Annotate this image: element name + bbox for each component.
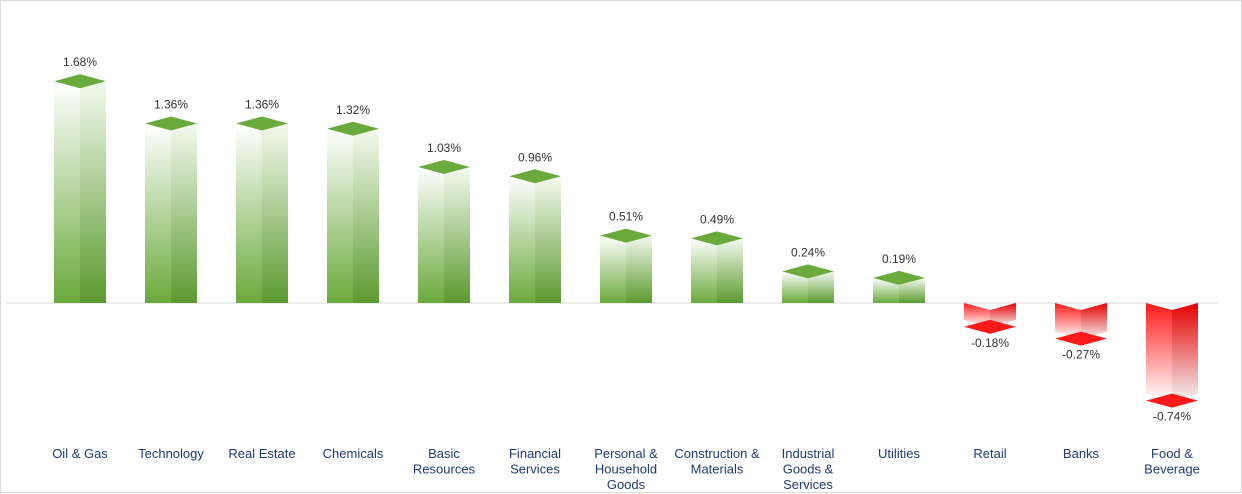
bar-4	[327, 121, 379, 303]
value-label: 0.19%	[882, 252, 916, 266]
value-label: 1.36%	[154, 97, 188, 111]
bar-9	[782, 264, 834, 303]
bar-face-left	[236, 123, 262, 303]
bar-8	[691, 231, 743, 303]
bar-face-left	[327, 128, 353, 303]
category-label: Retail	[973, 446, 1006, 461]
value-label: -0.27%	[1062, 348, 1100, 362]
category-label: Food & Beverage	[1144, 446, 1200, 477]
bar-cap	[600, 228, 652, 243]
bar-11	[964, 303, 1016, 334]
bar-12	[1055, 303, 1107, 346]
value-label: 0.24%	[791, 245, 825, 259]
bar-face-right	[808, 271, 834, 303]
bar-13	[1146, 303, 1198, 408]
bar-face-left	[509, 176, 535, 303]
value-label: 0.49%	[700, 212, 734, 226]
bar-face-left	[782, 271, 808, 303]
bar-face-right	[353, 128, 379, 303]
category-label: Financial Services	[509, 446, 561, 477]
bar-face-left	[145, 123, 171, 303]
bar-face-right	[535, 176, 561, 303]
bar-cap	[145, 116, 197, 131]
category-label: Chemicals	[323, 446, 384, 461]
bar-face-left	[964, 303, 990, 327]
bars-layer	[54, 74, 1198, 408]
bar-cap	[782, 264, 834, 279]
value-label: 1.03%	[427, 141, 461, 155]
bar-cap	[1055, 331, 1107, 346]
bar-face-right	[899, 277, 925, 303]
bar-face-right	[80, 81, 106, 304]
category-label: Industrial Goods & Services	[782, 446, 835, 492]
bar-cap	[691, 231, 743, 246]
bar-face-left	[691, 238, 717, 303]
value-label: 0.96%	[518, 150, 552, 164]
value-label: 0.51%	[609, 210, 643, 224]
value-label: 1.32%	[336, 103, 370, 117]
bar-face-left	[1055, 303, 1081, 339]
bar-face-left	[1146, 303, 1172, 401]
bar-cap	[1146, 393, 1198, 408]
value-label: 1.36%	[245, 97, 279, 111]
bar-cap	[327, 121, 379, 136]
bar-7	[600, 228, 652, 303]
category-label: Real Estate	[228, 446, 295, 461]
value-label: -0.74%	[1153, 410, 1191, 424]
bar-face-left	[873, 277, 899, 303]
category-label: Utilities	[878, 446, 920, 461]
bar-face-right	[171, 123, 197, 303]
bar-face-right	[262, 123, 288, 303]
value-label: -0.18%	[971, 336, 1009, 350]
bar-face-right	[717, 238, 743, 303]
bar-5	[418, 160, 470, 303]
category-label: Personal & Household Goods	[594, 446, 658, 492]
bar-cap	[509, 169, 561, 184]
labels-layer: 1.68% Oil & Gas 1.36% Technology 1.36% Real E…	[52, 55, 1200, 492]
category-label: Construction & Materials	[674, 446, 760, 477]
bar-cap	[236, 116, 288, 131]
bar-6	[509, 169, 561, 303]
bar-2	[145, 116, 197, 303]
value-label: 1.68%	[63, 55, 97, 69]
bar-face-right	[990, 303, 1016, 327]
category-label: Oil & Gas	[52, 446, 108, 461]
bar-face-right	[444, 167, 470, 303]
bar-face-right	[1172, 303, 1198, 401]
bar-1	[54, 74, 106, 304]
category-label: Technology	[138, 446, 204, 461]
bar-face-right	[1081, 303, 1107, 339]
bar-10	[873, 270, 925, 303]
category-label: Basic Resources	[413, 446, 476, 477]
category-label: Banks	[1063, 446, 1100, 461]
bar-face-left	[418, 167, 444, 303]
bar-cap	[418, 160, 470, 175]
bar-3	[236, 116, 288, 303]
bar-cap	[873, 270, 925, 285]
bar-face-left	[600, 235, 626, 303]
bar-face-left	[54, 81, 80, 304]
bar-cap	[54, 74, 106, 89]
bar-cap	[964, 319, 1016, 334]
bar-face-right	[626, 235, 652, 303]
